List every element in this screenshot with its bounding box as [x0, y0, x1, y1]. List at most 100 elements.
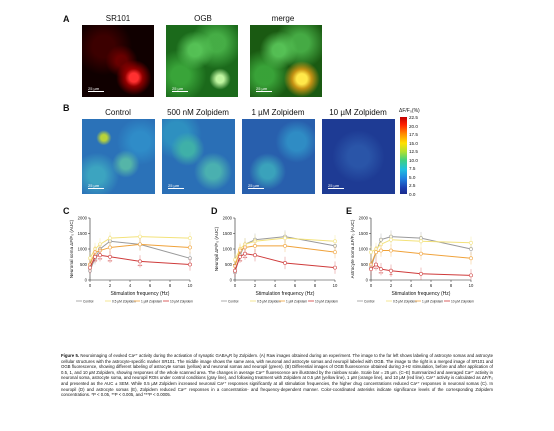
data-point [253, 253, 257, 258]
y-tick-label: 0 [85, 278, 88, 283]
series-line [234, 245, 336, 267]
data-point [108, 245, 112, 250]
x-axis-label: Stimulation frequency (Hz) [392, 291, 451, 297]
scale-bar-label: 25 µm [88, 86, 100, 91]
colorbar-tick: 17.5 [409, 132, 418, 138]
chart-d: 0 500 1000 1500 2000 0 2 4 6 8 10 Stimulation frequ… [214, 216, 338, 304]
image-label-merge: merge [271, 14, 295, 23]
colorbar-tick: 0.0 [409, 191, 416, 197]
x-tick-label: 6 [149, 283, 152, 288]
x-tick-label: 0 [89, 283, 92, 288]
legend-label: 10 µM Zolpidem [451, 299, 474, 303]
panel-letter-a: A [63, 14, 70, 24]
x-tick-label: 10 [469, 283, 474, 288]
significance-marker: *** [108, 259, 113, 264]
scale-bar-label: 25 µm [88, 183, 100, 188]
data-point [188, 236, 192, 241]
data-point [98, 253, 102, 258]
colorbar-tick: 22.5 [409, 115, 418, 120]
y-axis-label: Astrocyte soma ΔF/F₀ (AUC) [350, 219, 355, 278]
y-tick-label: 0 [230, 278, 233, 283]
x-tick-label: 4 [274, 283, 277, 288]
image-label-ogb: OGB [194, 14, 212, 23]
y-tick-label: 1500 [223, 231, 233, 236]
legend-label: 0.5 µM Zolpidem [393, 299, 417, 303]
image-label-sr101: SR101 [105, 14, 131, 23]
data-point [283, 261, 287, 265]
significance-marker: *** [243, 256, 248, 261]
merge-image: 25 µm [250, 25, 322, 97]
image-label-control: Control [105, 108, 131, 117]
scale-bar-label: 25 µm [168, 183, 180, 188]
y-tick-label: 1500 [78, 231, 88, 236]
data-point [333, 250, 337, 255]
data-point [469, 256, 473, 261]
ogb-image: 25 µm [166, 25, 238, 97]
data-point [333, 265, 337, 270]
data-point [389, 237, 393, 242]
scale-bar-label: 25 µm [172, 86, 184, 91]
legend-label: 1 µM Zolpidem [422, 299, 443, 303]
x-tick-label: 4 [410, 283, 413, 288]
image-label-500nm: 500 nM Zolpidem [167, 108, 229, 117]
y-axis-label: Neuropil ΔF/F₀ (AUC) [214, 226, 219, 271]
significance-marker: ** [389, 273, 393, 278]
y-axis-label: Neuronal soma ΔF/F₀ (AUC) [69, 219, 74, 278]
y-tick-label: 2000 [78, 216, 88, 221]
chart-e: 0 500 1000 1500 2000 0 2 4 6 8 10 Stimulation frequ… [350, 216, 474, 304]
colorbar [400, 117, 407, 194]
scale-bar [328, 188, 344, 189]
data-point [108, 236, 112, 241]
data-point [469, 240, 473, 245]
y-tick-label: 2000 [359, 216, 369, 221]
y-tick-label: 1500 [359, 231, 369, 236]
data-point [138, 259, 142, 264]
panel-letter-d: D [211, 206, 218, 216]
data-point [188, 262, 192, 267]
figure-caption: Figure 5. Neuroimaging of evoked Ca²⁺ ac… [61, 353, 493, 398]
data-point [374, 250, 378, 255]
data-point [379, 267, 383, 272]
sr101-image: 25 µm [82, 25, 154, 97]
scale-bar [248, 188, 264, 189]
y-tick-label: 1000 [359, 247, 369, 252]
x-tick-label: 10 [333, 283, 338, 288]
x-tick-label: 10 [188, 283, 193, 288]
colorbar-tick: 2.5 [409, 183, 416, 189]
data-point [238, 254, 242, 259]
data-point [389, 268, 393, 273]
heatmap-10um: 25 µm [322, 119, 395, 194]
data-point [88, 265, 92, 270]
legend-label: 10 µM Zolpidem [315, 299, 338, 303]
y-tick-label: 500 [80, 262, 88, 267]
colorbar-tick: 10.0 [409, 157, 418, 163]
x-axis-label: Stimulation frequency (Hz) [111, 291, 170, 297]
significance-marker: *** [93, 259, 98, 264]
scale-bar [172, 91, 188, 92]
colorbar-tick: 5.0 [409, 174, 416, 180]
scale-bar [256, 91, 272, 92]
data-point [138, 234, 142, 239]
data-point [93, 254, 97, 259]
legend-label: 0.5 µM Zolpidem [257, 299, 281, 303]
y-tick-label: 500 [361, 262, 369, 267]
legend-label: 1 µM Zolpidem [286, 299, 307, 303]
x-tick-label: 6 [430, 283, 433, 288]
y-tick-label: 1000 [223, 247, 233, 252]
heatmap-control: 25 µm [82, 119, 155, 194]
data-point [188, 245, 192, 250]
legend-label: Control [364, 299, 375, 303]
y-tick-label: 0 [366, 278, 369, 283]
data-point [389, 248, 393, 253]
x-axis-label: Stimulation frequency (Hz) [256, 291, 315, 297]
image-label-10um: 10 µM Zolpidem [329, 108, 387, 117]
significance-marker: *** [374, 267, 379, 272]
series-line [234, 253, 336, 271]
legend-label: 10 µM Zolpidem [170, 299, 193, 303]
chart-c: 0 500 1000 1500 2000 0 2 4 6 8 10 Stimulation frequ… [69, 216, 193, 304]
x-tick-label: 0 [370, 283, 373, 288]
colorbar-tick: 20.0 [409, 123, 418, 129]
x-tick-label: 4 [129, 283, 132, 288]
panel-letter-b: B [63, 103, 70, 113]
legend-label: 0.5 µM Zolpidem [112, 299, 136, 303]
